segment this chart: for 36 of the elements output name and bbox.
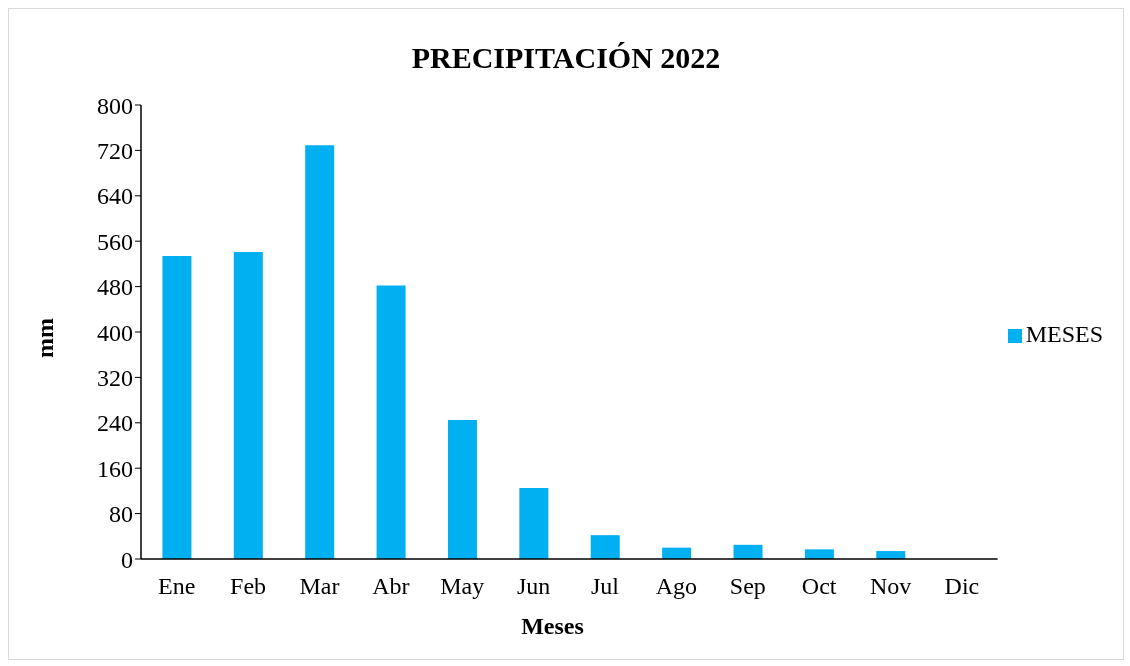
bar xyxy=(162,255,192,559)
y-tick-label: 400 xyxy=(97,319,133,346)
y-tick-label: 480 xyxy=(97,274,133,301)
bar xyxy=(590,535,620,559)
bar xyxy=(447,419,477,559)
y-axis-title: mm xyxy=(31,318,59,358)
y-tick-label: 320 xyxy=(97,364,133,391)
bar xyxy=(233,251,263,559)
x-tick-label: Jun xyxy=(516,573,551,600)
x-tick-label: Feb xyxy=(230,573,267,600)
y-tick-label: 0 xyxy=(121,546,133,573)
bar xyxy=(804,549,834,559)
chart-title: PRECIPITACIÓN 2022 xyxy=(410,41,722,75)
x-tick-label: Ago xyxy=(655,573,698,600)
y-tick-label: 240 xyxy=(97,410,133,437)
y-tick-label: 560 xyxy=(97,228,133,255)
legend-label: MESES xyxy=(1025,320,1103,347)
bar xyxy=(305,145,335,559)
x-tick-label: Jul xyxy=(591,573,620,600)
x-tick-label: Oct xyxy=(801,573,837,600)
x-tick-label: Nov xyxy=(869,573,912,600)
x-tick-label: Sep xyxy=(729,573,766,600)
y-tick-label: 80 xyxy=(109,501,133,528)
y-tick-label: 800 xyxy=(97,92,133,119)
x-tick-label: Abr xyxy=(372,573,410,600)
x-tick-label: May xyxy=(440,573,485,600)
y-tick-label: 640 xyxy=(97,183,133,210)
x-tick-label: Mar xyxy=(299,573,340,600)
y-tick-label: 720 xyxy=(97,137,133,164)
bar xyxy=(376,285,406,559)
x-axis-title: Meses xyxy=(520,613,585,640)
y-tick-label: 160 xyxy=(97,455,133,482)
bar xyxy=(519,488,549,559)
x-tick-label: Dic xyxy=(944,573,980,600)
bar xyxy=(733,544,763,559)
x-tick-label: Ene xyxy=(158,573,196,600)
